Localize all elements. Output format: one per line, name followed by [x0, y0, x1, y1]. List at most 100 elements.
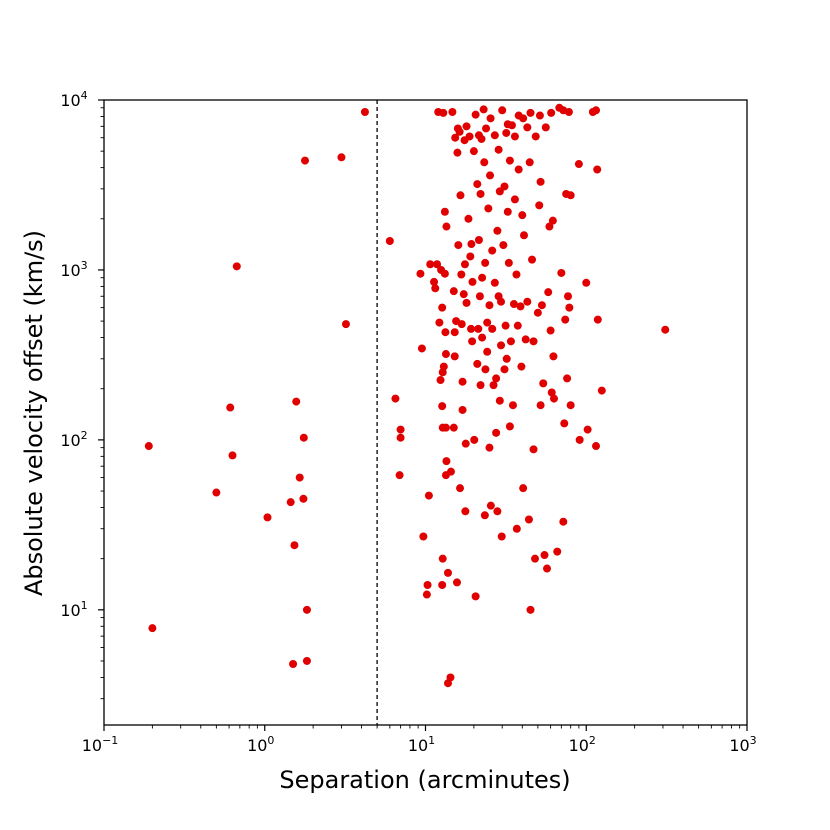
- data-point: [531, 132, 540, 141]
- data-point: [524, 515, 533, 524]
- data-point: [456, 191, 465, 200]
- data-point: [395, 471, 404, 480]
- data-point: [549, 394, 558, 403]
- data-point: [488, 324, 497, 333]
- data-point: [505, 422, 514, 431]
- data-point: [148, 624, 157, 633]
- data-point: [433, 260, 442, 269]
- data-point: [439, 108, 448, 117]
- data-point: [563, 374, 572, 383]
- data-point: [486, 501, 495, 510]
- data-point: [453, 148, 462, 157]
- data-point: [475, 292, 484, 301]
- data-point: [543, 564, 552, 573]
- data-point: [462, 122, 471, 131]
- data-point: [474, 236, 483, 245]
- data-point: [450, 352, 459, 361]
- data-point: [510, 195, 519, 204]
- data-point: [488, 246, 497, 255]
- data-point: [566, 191, 575, 200]
- data-point: [424, 491, 433, 500]
- data-point: [500, 365, 509, 374]
- data-point: [441, 350, 450, 359]
- data-point: [438, 580, 447, 589]
- data-point: [474, 324, 483, 333]
- data-point: [441, 328, 450, 337]
- data-point: [443, 568, 452, 577]
- data-point: [391, 394, 400, 403]
- data-point: [536, 401, 545, 410]
- data-point: [592, 442, 601, 451]
- data-point: [416, 269, 425, 278]
- x-tick-label: 100: [247, 734, 274, 755]
- data-point: [451, 133, 460, 142]
- data-point: [508, 401, 517, 410]
- y-axis-label: Absolute velocity offset (km/s): [20, 230, 48, 596]
- data-point: [417, 344, 426, 353]
- x-tick-label: 10−1: [82, 734, 119, 755]
- data-point: [510, 132, 519, 141]
- y-tick-label: 101: [60, 599, 87, 620]
- data-point: [436, 376, 445, 385]
- data-point: [337, 153, 346, 162]
- data-point: [480, 511, 489, 520]
- y-axis-ticks: 101 102 103 104: [60, 89, 104, 700]
- x-tick-label: 102: [569, 734, 596, 755]
- data-point: [535, 201, 544, 210]
- y-tick-label: 104: [60, 89, 87, 110]
- data-point: [484, 204, 493, 213]
- data-point: [226, 403, 235, 412]
- plot-frame: [103, 99, 748, 726]
- data-point: [574, 160, 583, 169]
- data-point: [497, 532, 506, 541]
- data-point: [448, 107, 457, 116]
- data-point: [467, 240, 476, 249]
- data-point: [299, 494, 308, 503]
- data-point: [440, 207, 449, 216]
- data-point: [446, 673, 455, 682]
- data-point: [565, 303, 574, 312]
- data-point: [502, 354, 511, 363]
- data-point: [468, 277, 477, 286]
- data-point: [512, 524, 521, 533]
- data-point: [292, 397, 301, 406]
- data-point: [295, 473, 304, 482]
- data-point: [461, 439, 470, 448]
- data-point: [536, 177, 545, 186]
- data-point: [548, 216, 557, 225]
- data-point: [422, 590, 431, 599]
- x-tick-label: 103: [729, 734, 756, 755]
- data-point: [438, 303, 447, 312]
- data-point: [564, 292, 573, 301]
- data-point: [541, 123, 550, 132]
- data-point: [593, 315, 602, 324]
- data-point: [564, 107, 573, 116]
- data-point: [520, 231, 529, 240]
- data-point: [301, 156, 310, 165]
- data-point: [457, 270, 466, 279]
- data-point: [460, 260, 469, 269]
- y-tick-label: 103: [60, 259, 87, 280]
- data-point: [547, 108, 556, 117]
- data-point: [545, 222, 554, 231]
- data-point: [442, 457, 451, 466]
- x-tick-label: 101: [408, 734, 435, 755]
- data-point: [442, 222, 451, 231]
- data-point: [232, 262, 241, 271]
- data-point: [341, 320, 350, 329]
- data-point: [486, 171, 495, 180]
- data-point: [302, 656, 311, 665]
- data-point: [471, 592, 480, 601]
- data-point: [519, 484, 528, 493]
- data-point: [559, 517, 568, 526]
- data-point: [523, 123, 532, 132]
- data-point: [661, 325, 670, 334]
- data-point: [597, 386, 606, 395]
- data-point: [455, 127, 464, 136]
- data-point: [385, 237, 394, 246]
- data-point: [490, 278, 499, 287]
- data-point: [396, 425, 405, 434]
- data-point: [557, 268, 566, 277]
- data-point: [469, 147, 478, 156]
